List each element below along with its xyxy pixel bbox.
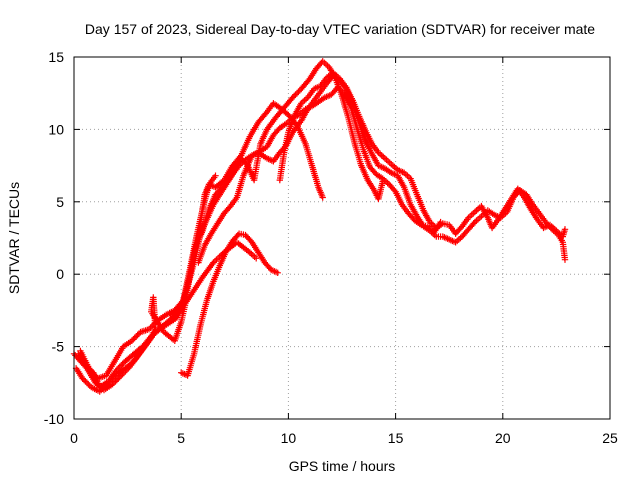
y-tick-label: -10 (44, 411, 64, 427)
x-tick-label: 20 (495, 430, 511, 446)
series-track-5 (276, 69, 569, 240)
x-tick-label: 5 (177, 430, 185, 446)
series-track-8 (77, 172, 219, 382)
marker-track (167, 72, 569, 318)
series-track-4 (178, 230, 281, 379)
y-tick-label: 15 (48, 49, 64, 65)
y-tick-label: -5 (52, 339, 65, 355)
x-tick-label: 0 (70, 430, 78, 446)
marker-track (195, 84, 444, 266)
marker-track (276, 69, 569, 240)
marker-track (77, 172, 219, 382)
data-points (70, 58, 569, 395)
chart-title: Day 157 of 2023, Sidereal Day-to-day VTE… (85, 21, 595, 37)
y-axis-label: SDTVAR / TECUs (6, 182, 22, 294)
series-track-6 (72, 239, 260, 395)
series-track-3 (167, 72, 569, 318)
series-track-7 (195, 84, 444, 266)
marker-track (72, 239, 260, 395)
y-tick-label: 5 (56, 194, 64, 210)
marker-track (75, 58, 386, 391)
marker-track (178, 230, 281, 379)
x-tick-label: 10 (281, 430, 297, 446)
grid (74, 57, 610, 419)
x-tick-label: 15 (388, 430, 404, 446)
axis-ticks (73, 56, 611, 420)
x-tick-label: 25 (602, 430, 618, 446)
x-axis-label: GPS time / hours (289, 458, 396, 474)
y-tick-label: 10 (48, 121, 64, 137)
y-tick-label: 0 (56, 266, 64, 282)
tick-labels: 0 5 10 15 20 25 -10 -5 0 5 10 15 (44, 49, 618, 446)
plot-frame (73, 56, 611, 420)
series-track-2 (75, 58, 386, 391)
